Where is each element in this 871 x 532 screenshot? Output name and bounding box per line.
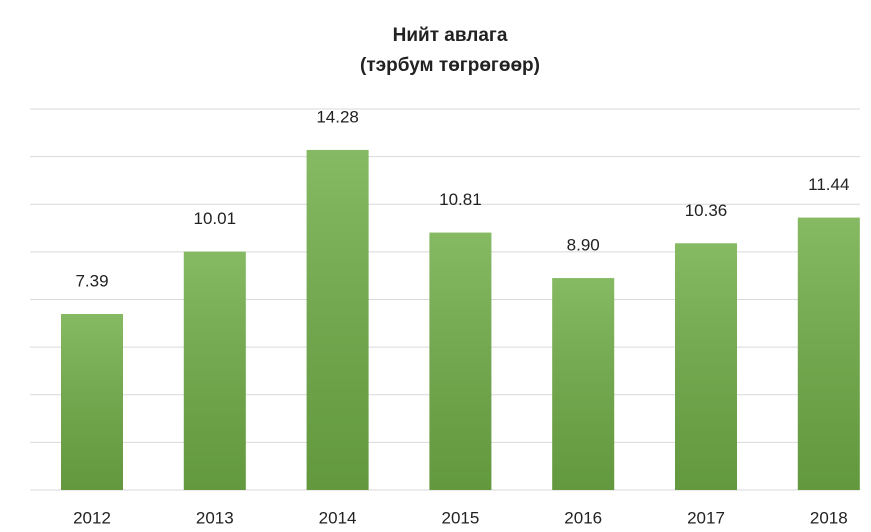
x-tick-label: 2013 bbox=[196, 508, 234, 527]
chart-title: Нийт авлага bbox=[393, 25, 508, 46]
bar bbox=[797, 217, 860, 490]
bar bbox=[61, 314, 123, 490]
x-tick-label: 2016 bbox=[564, 508, 602, 527]
data-label: 14.28 bbox=[316, 107, 359, 126]
data-label: 10.81 bbox=[439, 190, 482, 209]
data-label: 10.01 bbox=[194, 209, 237, 228]
bar bbox=[552, 278, 615, 490]
bar bbox=[306, 149, 369, 490]
x-tick-label: 2014 bbox=[319, 508, 357, 527]
bar bbox=[429, 232, 492, 491]
data-label: 8.90 bbox=[567, 236, 600, 255]
data-label: 10.36 bbox=[685, 201, 728, 220]
data-label: 11.44 bbox=[808, 175, 849, 194]
data-label: 7.39 bbox=[75, 272, 108, 291]
x-tick-label: 2015 bbox=[441, 508, 479, 527]
x-tick-label: 2017 bbox=[687, 508, 725, 527]
x-tick-label: 2018 bbox=[810, 508, 848, 527]
bar bbox=[675, 243, 737, 490]
chart-subtitle: (тэрбум төгрөгөөр) bbox=[360, 55, 540, 76]
x-tick-label: 2012 bbox=[73, 508, 111, 527]
bar bbox=[183, 251, 246, 490]
